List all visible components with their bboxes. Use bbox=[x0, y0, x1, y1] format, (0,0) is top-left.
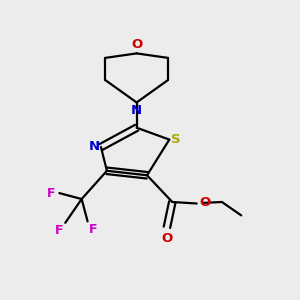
Text: N: N bbox=[131, 104, 142, 117]
Text: F: F bbox=[54, 224, 63, 237]
Text: O: O bbox=[131, 38, 142, 51]
Text: F: F bbox=[89, 223, 98, 236]
Text: F: F bbox=[47, 187, 56, 200]
Text: S: S bbox=[171, 133, 181, 146]
Text: N: N bbox=[89, 140, 100, 153]
Text: O: O bbox=[200, 196, 211, 209]
Text: O: O bbox=[161, 232, 172, 245]
